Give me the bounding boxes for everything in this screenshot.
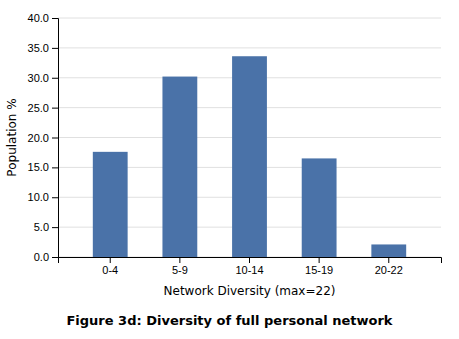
tick-mark <box>52 18 58 19</box>
tick: 40.0 <box>28 12 58 24</box>
tick-mark <box>179 257 180 263</box>
tick: 25.0 <box>28 102 58 114</box>
tick: 15.0 <box>28 161 58 173</box>
bars <box>93 56 406 257</box>
tick: 10.0 <box>28 191 58 203</box>
tick-label: 20-22 <box>375 264 403 276</box>
bar <box>93 152 128 257</box>
tick-label: 25.0 <box>28 102 49 114</box>
tick-label: 15-19 <box>305 264 333 276</box>
y-axis: 0.0 5.0 10.0 15.0 20.0 25.0 30.0 35.0 40.0 <box>28 12 59 263</box>
tick-label: 30.0 <box>28 72 49 84</box>
tick: 0.0 <box>34 251 58 263</box>
tick-label: 15.0 <box>28 161 49 173</box>
tick: 35.0 <box>28 42 58 54</box>
x-axis: 0-4 5-9 10-14 15-19 20-22 <box>59 257 442 276</box>
tick: 15-19 <box>305 257 333 276</box>
bar <box>232 56 267 257</box>
tick-mark <box>52 197 58 198</box>
tick-mark <box>110 257 111 263</box>
tick-mark <box>52 48 58 49</box>
x-axis-title: Network Diversity (max=22) <box>164 284 336 298</box>
bar <box>371 244 406 257</box>
tick-mark <box>388 257 389 263</box>
tick: 0-4 <box>102 257 118 276</box>
tick-mark <box>52 167 58 168</box>
tick: 20.0 <box>28 132 58 144</box>
axis-line <box>52 19 59 258</box>
tick-mark <box>52 108 58 109</box>
tick-mark <box>319 257 320 263</box>
tick-mark <box>52 78 58 79</box>
y-axis-title: Population % <box>5 98 19 176</box>
bar <box>162 77 197 257</box>
tick-label: 40.0 <box>28 12 49 24</box>
tick-label: 20.0 <box>28 132 49 144</box>
tick: 5-9 <box>172 257 188 276</box>
tick: 30.0 <box>28 72 58 84</box>
tick-mark <box>52 227 58 228</box>
bar <box>302 158 337 257</box>
tick: 20-22 <box>375 257 403 276</box>
title: Figure 3d: Diversity of full personal ne… <box>66 313 392 328</box>
tick-mark <box>52 257 58 258</box>
chart: 0-4 5-9 10-14 15-19 20-22 0.0 5.0 10.0 15.0 20.0 2… <box>0 0 459 339</box>
grid <box>58 18 441 257</box>
tick: 10-14 <box>235 257 263 276</box>
grid-line <box>58 47 441 48</box>
tick-label: 5.0 <box>34 221 49 233</box>
tick-label: 10.0 <box>28 191 49 203</box>
tick-mark <box>52 138 58 139</box>
plot: 0-4 5-9 10-14 15-19 20-22 0.0 5.0 10.0 15.0 20.0 2… <box>28 12 442 276</box>
tick-label: 10-14 <box>235 264 263 276</box>
grid-line <box>58 18 441 19</box>
tick-label: 0.0 <box>34 251 49 263</box>
tick-label: 35.0 <box>28 42 49 54</box>
tick-label: 0-4 <box>102 264 118 276</box>
tick-label: 5-9 <box>172 264 188 276</box>
axis-line <box>59 258 442 264</box>
tick: 5.0 <box>34 221 58 233</box>
tick-mark <box>249 257 250 263</box>
